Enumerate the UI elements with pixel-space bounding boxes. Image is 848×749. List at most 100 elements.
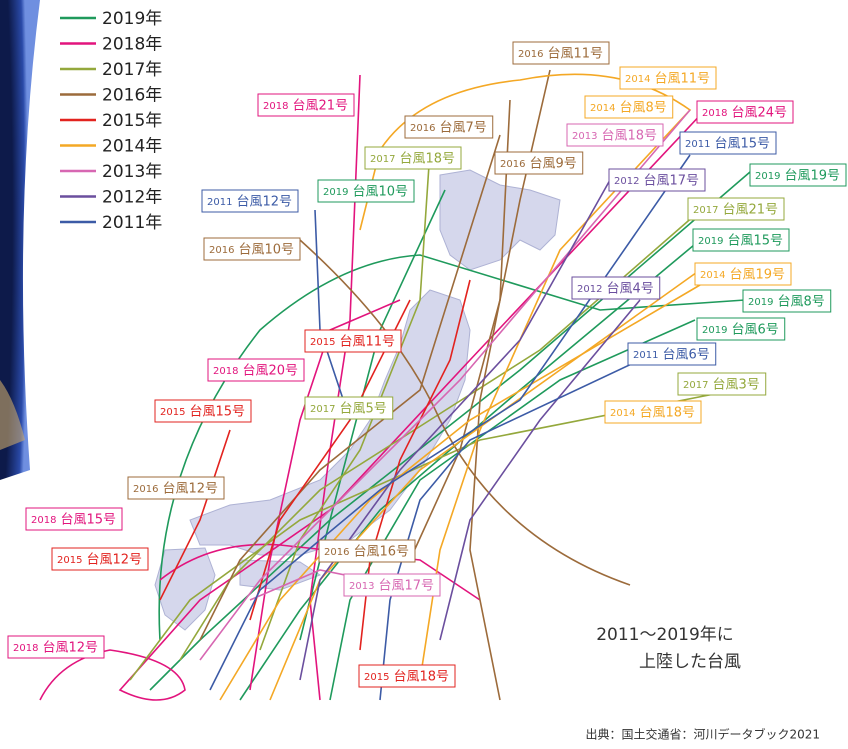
label-year: 2017 (683, 380, 708, 391)
track-label: 2014 台風8号 (585, 96, 673, 118)
label-year: 2014 (610, 408, 635, 419)
label-name: 台風18号 (639, 406, 695, 421)
track-label: 2018 台風24号 (697, 101, 793, 123)
track-label: 2014 台風18号 (605, 401, 701, 423)
label-name: 台風10号 (352, 185, 408, 200)
track-label: 2017 台風3号 (678, 373, 766, 395)
legend-label: 2016年 (102, 86, 162, 106)
label-name: 台風18号 (601, 129, 657, 144)
legend-label: 2012年 (102, 188, 162, 208)
track-label: 2012台風17号 (609, 169, 705, 191)
legend-label: 2014年 (102, 137, 162, 157)
track-label: 2019 台風10号 (318, 180, 414, 202)
label-year: 2019 (748, 297, 773, 308)
track-label: 2015台風15号 (155, 400, 251, 422)
track-label: 2016 台風11号 (513, 42, 609, 64)
label-name: 台風11号 (547, 47, 603, 62)
label-year: 2019 (698, 236, 723, 247)
track-label: 2017台風21号 (688, 198, 784, 220)
label-name: 台風21号 (292, 99, 348, 114)
label-name: 台風15号 (714, 137, 770, 152)
label-name: 台風19号 (784, 169, 840, 184)
legend-label: 2011年 (102, 213, 162, 233)
track-label: 2013 台風18号 (567, 124, 663, 146)
legend-label: 2013年 (102, 162, 162, 182)
label-year: 2019 (323, 187, 348, 198)
label-year: 2016 (500, 159, 525, 170)
label-year: 2012 (577, 284, 602, 295)
legend-label: 2018年 (102, 35, 162, 55)
label-name: 台風12号 (162, 482, 218, 497)
label-year: 2011 (633, 350, 658, 361)
label-name: 台風20号 (242, 364, 298, 379)
label-year: 2018 (702, 108, 727, 119)
legend-label: 2015年 (102, 111, 162, 131)
label-year: 2014 (590, 103, 615, 114)
label-year: 2017 (370, 154, 395, 165)
label-year: 2016 (410, 123, 435, 134)
typhoon-map: 2019年 2018年 2017年 2016年 2015年 2014年 2013年 2012年… (0, 0, 848, 749)
track-label: 2015 台風18号 (359, 665, 455, 687)
label-year: 2013 (572, 131, 597, 142)
track-label: 2011 台風15号 (680, 132, 776, 154)
track (310, 75, 360, 700)
track-label: 2013台風17号 (344, 574, 440, 596)
label-year: 2018 (213, 366, 238, 377)
label-name: 台風11号 (654, 72, 710, 87)
label-year: 2016 (518, 49, 543, 60)
caption: 2011～2019年に (596, 625, 734, 645)
hokkaido (440, 170, 560, 270)
track-label: 2016 台風9号 (495, 152, 583, 174)
label-name: 台風21号 (722, 203, 778, 218)
track-label: 2016 台風7号 (405, 116, 493, 138)
label-name: 台風7号 (439, 121, 486, 136)
label-name: 台風12号 (86, 553, 142, 568)
label-year: 2018 (263, 101, 288, 112)
label-name: 台風15号 (60, 513, 116, 528)
legend-label: 2019年 (102, 9, 162, 29)
label-year: 2015 (310, 337, 335, 348)
track-label: 2018 台風20号 (208, 359, 304, 381)
track (315, 210, 350, 420)
label-year: 2019 (702, 325, 727, 336)
label-name: 台風3号 (712, 378, 759, 393)
track-label: 2016 台風12号 (128, 477, 224, 499)
label-year: 2011 (207, 197, 232, 208)
label-year: 2011 (685, 139, 710, 150)
label-year: 2017 (310, 404, 335, 415)
label-year: 2018 (13, 643, 38, 654)
track-label: 2015 台風12号 (52, 548, 148, 570)
track-label: 2011 台風12号 (202, 190, 298, 212)
label-name: 台風16号 (353, 545, 409, 560)
track-label: 2019 台風19号 (750, 164, 846, 186)
label-year: 2014 (625, 74, 650, 85)
label-name: 台風11号 (339, 335, 395, 350)
label-name: 台風9号 (529, 157, 576, 172)
label-year: 2015 (364, 672, 389, 683)
track-label: 2017 台風5号 (305, 397, 393, 419)
label-name: 台風17号 (378, 579, 434, 594)
source: 出典：国土交通省：河川データブック2021 (585, 727, 820, 742)
label-name: 台風24号 (731, 106, 787, 121)
label-year: 2015 (57, 555, 82, 566)
label-year: 2015 (160, 407, 185, 418)
label-year: 2016 (133, 484, 158, 495)
legend-label: 2017年 (102, 60, 162, 80)
track-label: 2018 台風21号 (258, 94, 354, 116)
label-name: 台風12号 (42, 641, 98, 656)
label-name: 台風19号 (729, 268, 785, 283)
label-name: 台風5号 (339, 402, 386, 417)
label-name: 台風18号 (393, 670, 449, 685)
label-name: 台風12号 (236, 195, 292, 210)
label-year: 2014 (700, 270, 725, 281)
label-name: 台風6号 (662, 348, 709, 363)
label-name: 台風8号 (619, 101, 666, 116)
label-year: 2019 (755, 171, 780, 182)
